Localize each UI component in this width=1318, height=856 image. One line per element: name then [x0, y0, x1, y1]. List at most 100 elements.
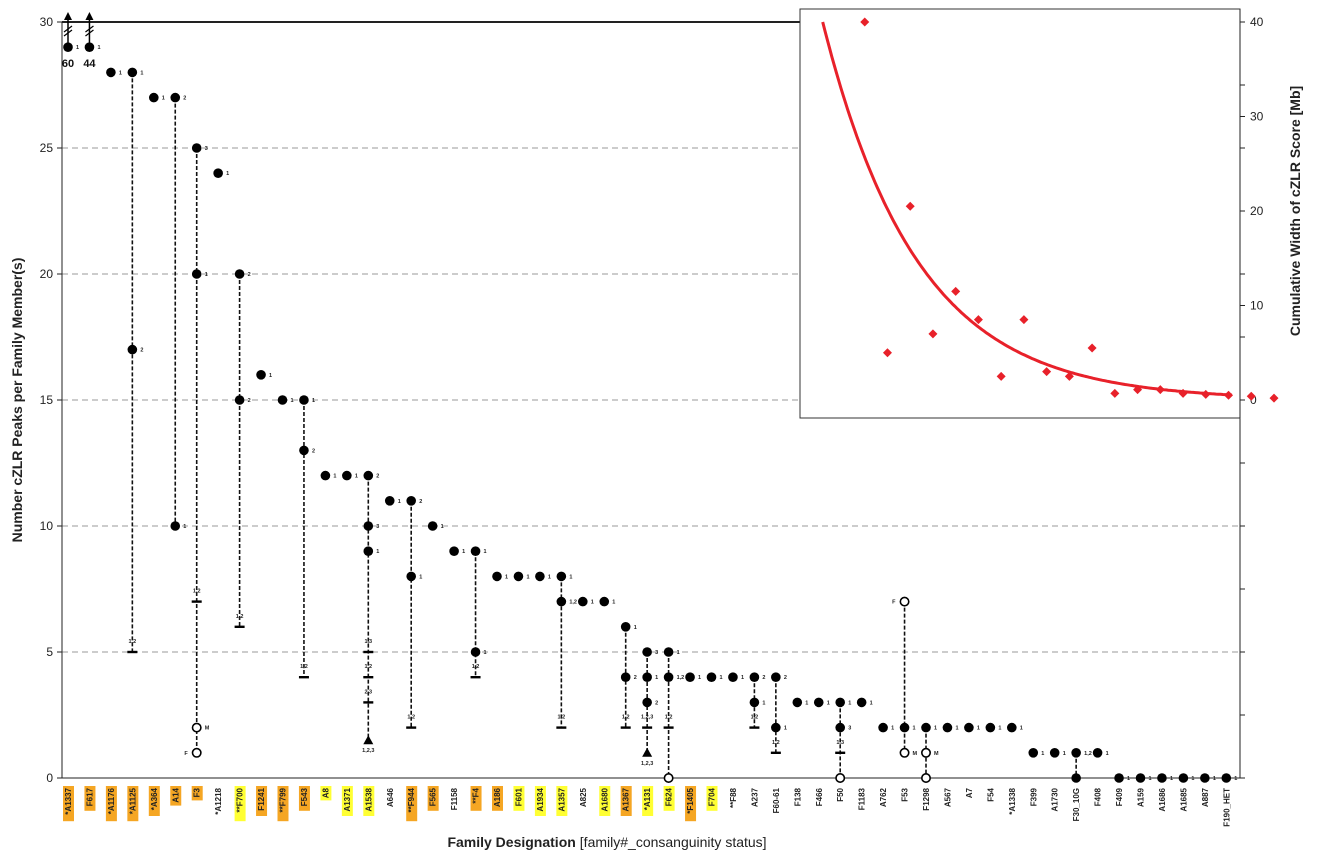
inset-data-point: [1042, 367, 1052, 377]
data-point: [556, 596, 567, 607]
family-label-text: *A131: [643, 787, 652, 810]
inset-data-point: [1155, 385, 1165, 395]
data-point-label: 2: [762, 675, 765, 681]
family-label-text: *A1218: [214, 787, 223, 814]
y-tick-label-30: 30: [40, 15, 54, 29]
data-point: [1157, 773, 1167, 783]
family-label-8: **F700: [234, 786, 246, 822]
data-point-label: 3: [205, 146, 208, 152]
data-point-label: 1: [312, 398, 315, 404]
inset-y-axis-title: Cumulative Width of cZLR Score [Mb]: [1287, 86, 1303, 336]
family-f54: 1: [985, 722, 1001, 733]
family-label-39: F53: [901, 787, 910, 801]
family-label-text: F399: [1029, 787, 1038, 806]
family-label-40: F1298: [922, 787, 931, 810]
x-axis-title-main: Family Designation: [447, 834, 575, 850]
data-point-label: 1,2: [472, 664, 480, 670]
y-tick-label-10: 10: [40, 519, 54, 533]
data-point-label: M: [205, 726, 210, 732]
data-point-label: 2: [248, 272, 251, 278]
family-label-text: F30_10G: [1072, 788, 1081, 821]
data-point-label: 1,2: [665, 715, 673, 721]
family-label-highlight: [84, 786, 96, 811]
data-point: [256, 370, 266, 380]
family-f30_10g: 1,2: [1071, 748, 1092, 783]
family-label-highlight: [470, 786, 482, 811]
family-label-53: A887: [1201, 787, 1210, 807]
data-point-label: 1,2: [751, 715, 759, 721]
data-point-label: 1: [548, 574, 551, 580]
family-label-highlight: [534, 786, 546, 816]
inset-data-point: [1110, 388, 1120, 398]
data-point-label: 1,3: [836, 740, 844, 746]
family-label-34: F138: [793, 787, 802, 806]
data-point-label: 3: [376, 524, 379, 530]
family-label-46: A1730: [1051, 787, 1060, 811]
family-a8: 1: [320, 470, 336, 481]
data-point-label: 1,3: [364, 639, 372, 645]
family-label-37: F1183: [858, 787, 867, 810]
break-mark: [63, 25, 73, 33]
family-label-text: F3: [193, 787, 202, 797]
data-point: [1007, 722, 1017, 733]
data-point: [363, 546, 374, 556]
inset-data-point: [1201, 389, 1211, 399]
data-point: [449, 546, 459, 556]
data-point-label: 2: [634, 675, 637, 681]
family-label-44: *A1338: [1008, 787, 1017, 814]
data-point-label: 1: [612, 600, 615, 606]
data-point: [1200, 773, 1210, 783]
family-label-text: *A364: [150, 787, 159, 810]
data-point-label: 1,2: [1084, 751, 1092, 757]
family-f617: 1 44: [83, 12, 101, 70]
family-label-23: A1357: [556, 786, 568, 816]
family-label-11: F543: [298, 786, 310, 811]
data-point-label: 1: [591, 600, 594, 606]
family-a1218: 1: [213, 168, 229, 178]
data-point-label: 1: [891, 726, 894, 732]
family-label-text: A567: [943, 787, 952, 807]
data-point-label: 1: [1041, 751, 1044, 757]
inset-data-point: [1224, 390, 1234, 400]
data-point-label: 2: [419, 499, 422, 505]
data-point-open: [899, 747, 910, 758]
data-point: [84, 42, 95, 52]
data-point-label: 1: [655, 675, 658, 681]
family-label-highlight: [363, 786, 375, 816]
data-point-label: F: [892, 600, 896, 606]
inset-frame: [799, 8, 1241, 419]
data-point: [728, 672, 738, 682]
data-point: [63, 42, 73, 52]
family-label-24: A825: [579, 787, 588, 807]
family-label-text: A186: [493, 787, 502, 807]
family-f409: 1: [1114, 773, 1130, 783]
family-label-36: F50: [836, 787, 845, 801]
data-point-label: 1: [376, 549, 379, 555]
family-label-text: F624: [665, 787, 674, 806]
family-label-18: F1158: [450, 787, 459, 810]
data-point-open: [899, 596, 910, 607]
data-point-label: 1: [913, 726, 916, 732]
family-label-7: *A1218: [214, 787, 223, 814]
data-point-label: 1: [1063, 751, 1066, 757]
x-axis-title: Family Designation [family#_consanguinity…: [447, 834, 766, 850]
family-label-6: F3: [191, 786, 203, 801]
family-label-38: A762: [879, 787, 888, 807]
family-label-31: **F88: [729, 787, 738, 808]
truncation-arrow-icon: [64, 12, 72, 20]
data-point: [642, 672, 652, 682]
inset-data-point: [1246, 391, 1256, 401]
data-point: [191, 143, 202, 153]
data-point: [921, 722, 931, 733]
data-point-label: 2: [312, 448, 315, 454]
family-a1730: 1: [1049, 748, 1066, 758]
data-point: [213, 168, 223, 178]
family-label-highlight: [148, 786, 160, 816]
data-point-label: 1: [720, 675, 723, 681]
family-label-highlight: [191, 786, 203, 801]
data-point-label: 1: [97, 45, 100, 51]
data-point: [406, 496, 417, 506]
inset-data-point: [973, 315, 983, 325]
family-label-text: F60-61: [772, 787, 781, 813]
